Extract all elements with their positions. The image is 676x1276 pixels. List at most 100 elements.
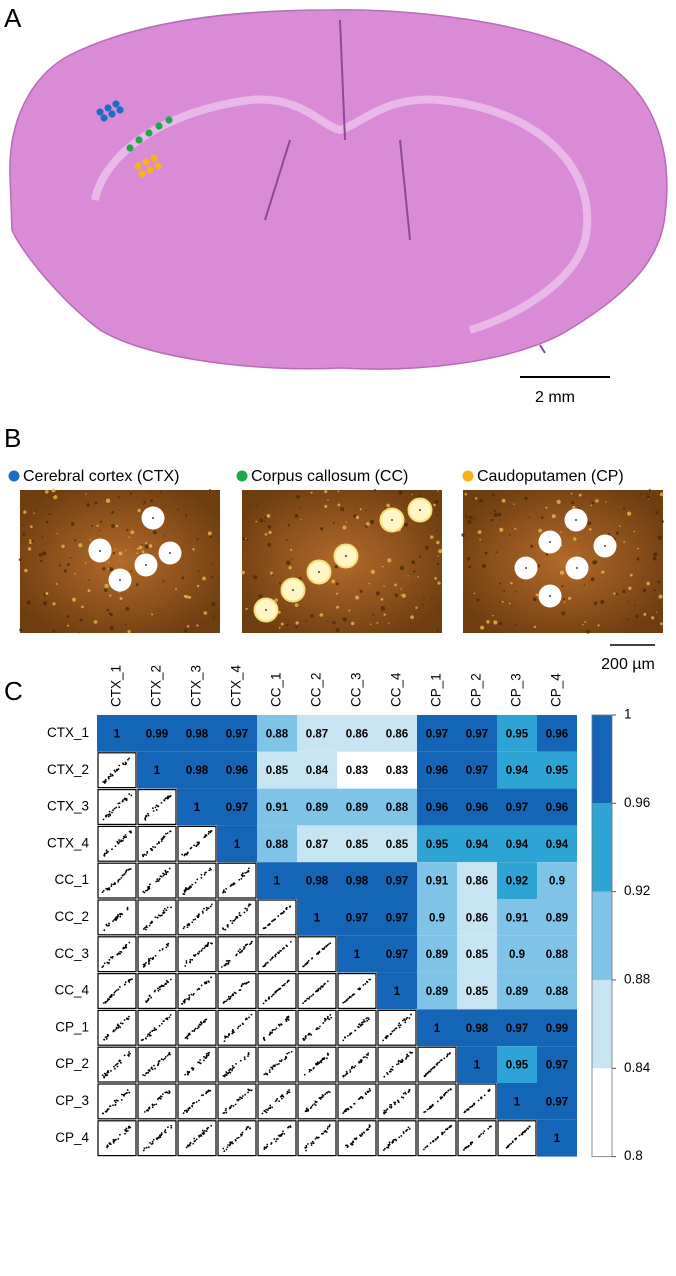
scatter-point [154, 954, 157, 957]
heatmap-cell [497, 1046, 537, 1083]
scatter-point [231, 994, 234, 997]
speckle [340, 507, 345, 512]
scatter-point [191, 1030, 194, 1032]
spot-center [152, 517, 154, 519]
scatter-point [347, 1145, 349, 1148]
scatter-point [235, 1063, 237, 1065]
scatter-point [143, 1147, 146, 1150]
scatter-point [277, 1023, 280, 1026]
speckle [383, 613, 386, 616]
scatter-point [103, 1038, 106, 1041]
speckle [615, 593, 618, 596]
scatter-point [444, 1091, 447, 1094]
cell-label: 1 [434, 1023, 441, 1035]
scatter-point [163, 873, 166, 876]
scatter-point [245, 1127, 248, 1130]
scatter-point [128, 941, 131, 944]
scatter-point [105, 849, 108, 852]
scatter-point [382, 1149, 385, 1152]
cell-label: 0.97 [426, 728, 448, 740]
speckle [310, 614, 314, 618]
heatmap-cell [537, 788, 577, 826]
speckle [52, 602, 56, 606]
scatter-point [429, 1105, 432, 1108]
scatter-point [310, 1142, 313, 1145]
speckle [572, 537, 577, 541]
scatter-point [444, 1128, 447, 1131]
scatter-point [242, 983, 244, 986]
speckle [126, 528, 129, 532]
scatter-point [514, 1137, 517, 1140]
scatter-point [166, 870, 169, 873]
scatter-point [432, 1066, 435, 1069]
scatter-point [231, 1069, 233, 1072]
speckle [386, 503, 390, 508]
speckle [280, 622, 284, 626]
scatter-point [239, 1096, 242, 1099]
speckle [524, 496, 528, 501]
scatter-point [522, 1131, 525, 1134]
speckle [635, 614, 639, 619]
speckle [72, 597, 77, 602]
speckle [535, 593, 539, 597]
spot-center [576, 567, 578, 569]
speckle [501, 600, 504, 603]
speckle [387, 558, 392, 563]
scatter-point [151, 958, 154, 960]
heatmap-cell [417, 751, 457, 789]
scatter-point [432, 1139, 435, 1142]
scatter-point [210, 976, 213, 979]
cell-label: 0.89 [426, 949, 448, 961]
scatter-point [232, 1031, 235, 1034]
speckle [109, 594, 112, 597]
scatter-point [190, 1067, 193, 1070]
scatter-point [209, 905, 212, 908]
heatmap-cell [297, 862, 337, 899]
scatter-point [330, 1016, 333, 1019]
speckle [151, 613, 154, 616]
heatmap-cell [497, 899, 537, 936]
speckle [433, 503, 436, 507]
scatter-point [227, 1144, 229, 1146]
cell-label: 0.97 [386, 876, 408, 888]
scatter-point [277, 951, 279, 954]
row-label: CTX_4 [47, 835, 90, 850]
speckle [570, 492, 573, 495]
scatter-point [310, 995, 313, 997]
cell-label: 1 [274, 876, 281, 888]
speckle [108, 612, 112, 615]
scatter-point [319, 987, 322, 989]
speckle [394, 593, 399, 598]
row-label: CC_4 [54, 983, 89, 998]
scatter-point [210, 942, 212, 945]
scatter-point [102, 1002, 105, 1004]
speckle [337, 503, 341, 507]
scatter-point [107, 850, 109, 853]
speckle [563, 601, 566, 603]
heatmap-cell [497, 1083, 537, 1120]
scatter-point [265, 1146, 267, 1149]
scatter-point [227, 1036, 229, 1038]
cell-label: 0.97 [466, 728, 488, 740]
scatter-point [528, 1125, 531, 1128]
scatter-point [237, 950, 240, 953]
scatter-point [210, 829, 213, 832]
scatter-point [205, 909, 208, 911]
colorbar-bin [592, 715, 612, 804]
scatter-point [203, 1129, 206, 1132]
scatter-point [245, 871, 248, 874]
cell-label: 0.89 [546, 912, 568, 924]
spot-center [99, 550, 101, 552]
scatter-point [145, 815, 147, 818]
scatter-point [235, 916, 238, 918]
speckle [212, 616, 215, 619]
scatter-point [521, 1133, 524, 1136]
scatter-point [408, 1128, 411, 1130]
heatmap-cell [537, 1046, 577, 1083]
scatter-point [148, 1033, 151, 1035]
scatter-point [120, 1098, 123, 1101]
scatter-point [119, 915, 122, 918]
scatter-point [349, 1105, 352, 1108]
speckle [413, 570, 416, 573]
cell-label: 0.86 [346, 728, 368, 740]
